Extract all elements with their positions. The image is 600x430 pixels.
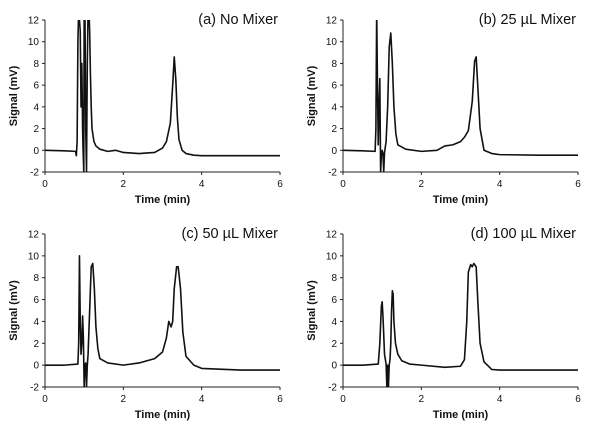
y-tick-label: 6 — [33, 295, 39, 306]
y-tick-label: -2 — [30, 383, 39, 394]
x-tick-label: 4 — [497, 179, 503, 190]
x-tick-label: 6 — [277, 179, 283, 190]
x-tick-label: 0 — [42, 179, 48, 190]
y-tick-label: 12 — [28, 230, 40, 241]
y-tick-label: 4 — [33, 317, 39, 328]
y-tick-label: 2 — [331, 124, 337, 135]
x-tick-label: 6 — [277, 394, 283, 405]
y-tick-label: 0 — [33, 146, 39, 157]
series-line — [45, 20, 280, 172]
panel-title: (a) No Mixer — [198, 12, 278, 28]
x-tick-label: 0 — [340, 394, 346, 405]
y-tick-label: 8 — [331, 273, 337, 284]
y-tick-label: 10 — [326, 251, 338, 262]
y-tick-label: 10 — [326, 37, 338, 48]
x-tick-label: 6 — [575, 394, 581, 405]
x-tick-label: 0 — [340, 179, 346, 190]
series-line — [45, 255, 280, 387]
y-tick-label: 2 — [33, 124, 39, 135]
x-tick-label: 2 — [419, 179, 425, 190]
y-tick-label: 4 — [331, 317, 337, 328]
y-tick-label: 6 — [331, 81, 337, 92]
x-axis-label: Time (min) — [135, 409, 191, 421]
y-tick-label: -2 — [328, 383, 337, 394]
y-tick-label: 8 — [33, 59, 39, 70]
x-tick-label: 4 — [199, 179, 205, 190]
y-tick-label: 2 — [33, 339, 39, 350]
x-tick-label: 4 — [497, 394, 503, 405]
panel-title: (b) 25 µL Mixer — [479, 12, 576, 28]
y-tick-label: 8 — [331, 59, 337, 70]
x-axis-label: Time (min) — [433, 194, 489, 206]
y-tick-label: 12 — [28, 16, 40, 27]
y-tick-label: 12 — [326, 16, 338, 27]
panel-title: (c) 50 µL Mixer — [182, 226, 279, 242]
y-axis-label: Signal (mV) — [8, 280, 20, 341]
y-tick-label: -2 — [30, 168, 39, 179]
panel-title: (d) 100 µL Mixer — [471, 226, 576, 242]
y-tick-label: 10 — [28, 37, 40, 48]
y-axis-label: Signal (mV) — [306, 65, 318, 126]
y-tick-label: 6 — [33, 81, 39, 92]
x-tick-label: 4 — [199, 394, 205, 405]
x-tick-label: 0 — [42, 394, 48, 405]
x-tick-label: 6 — [575, 179, 581, 190]
y-tick-label: -2 — [328, 168, 337, 179]
series-line — [343, 20, 578, 172]
x-tick-label: 2 — [121, 179, 127, 190]
x-tick-label: 2 — [419, 394, 425, 405]
y-axis-label: Signal (mV) — [8, 65, 20, 126]
x-axis-label: Time (min) — [433, 409, 489, 421]
y-tick-label: 0 — [33, 361, 39, 372]
series-line — [343, 262, 578, 387]
x-tick-label: 2 — [121, 394, 127, 405]
y-tick-label: 8 — [33, 273, 39, 284]
y-tick-label: 12 — [326, 230, 338, 241]
y-tick-label: 0 — [331, 361, 337, 372]
y-axis-label: Signal (mV) — [306, 280, 318, 341]
y-tick-label: 10 — [28, 251, 40, 262]
y-tick-label: 6 — [331, 295, 337, 306]
x-axis-label: Time (min) — [135, 194, 191, 206]
y-tick-label: 4 — [331, 102, 337, 113]
y-tick-label: 4 — [33, 102, 39, 113]
y-tick-label: 2 — [331, 339, 337, 350]
y-tick-label: 0 — [331, 146, 337, 157]
